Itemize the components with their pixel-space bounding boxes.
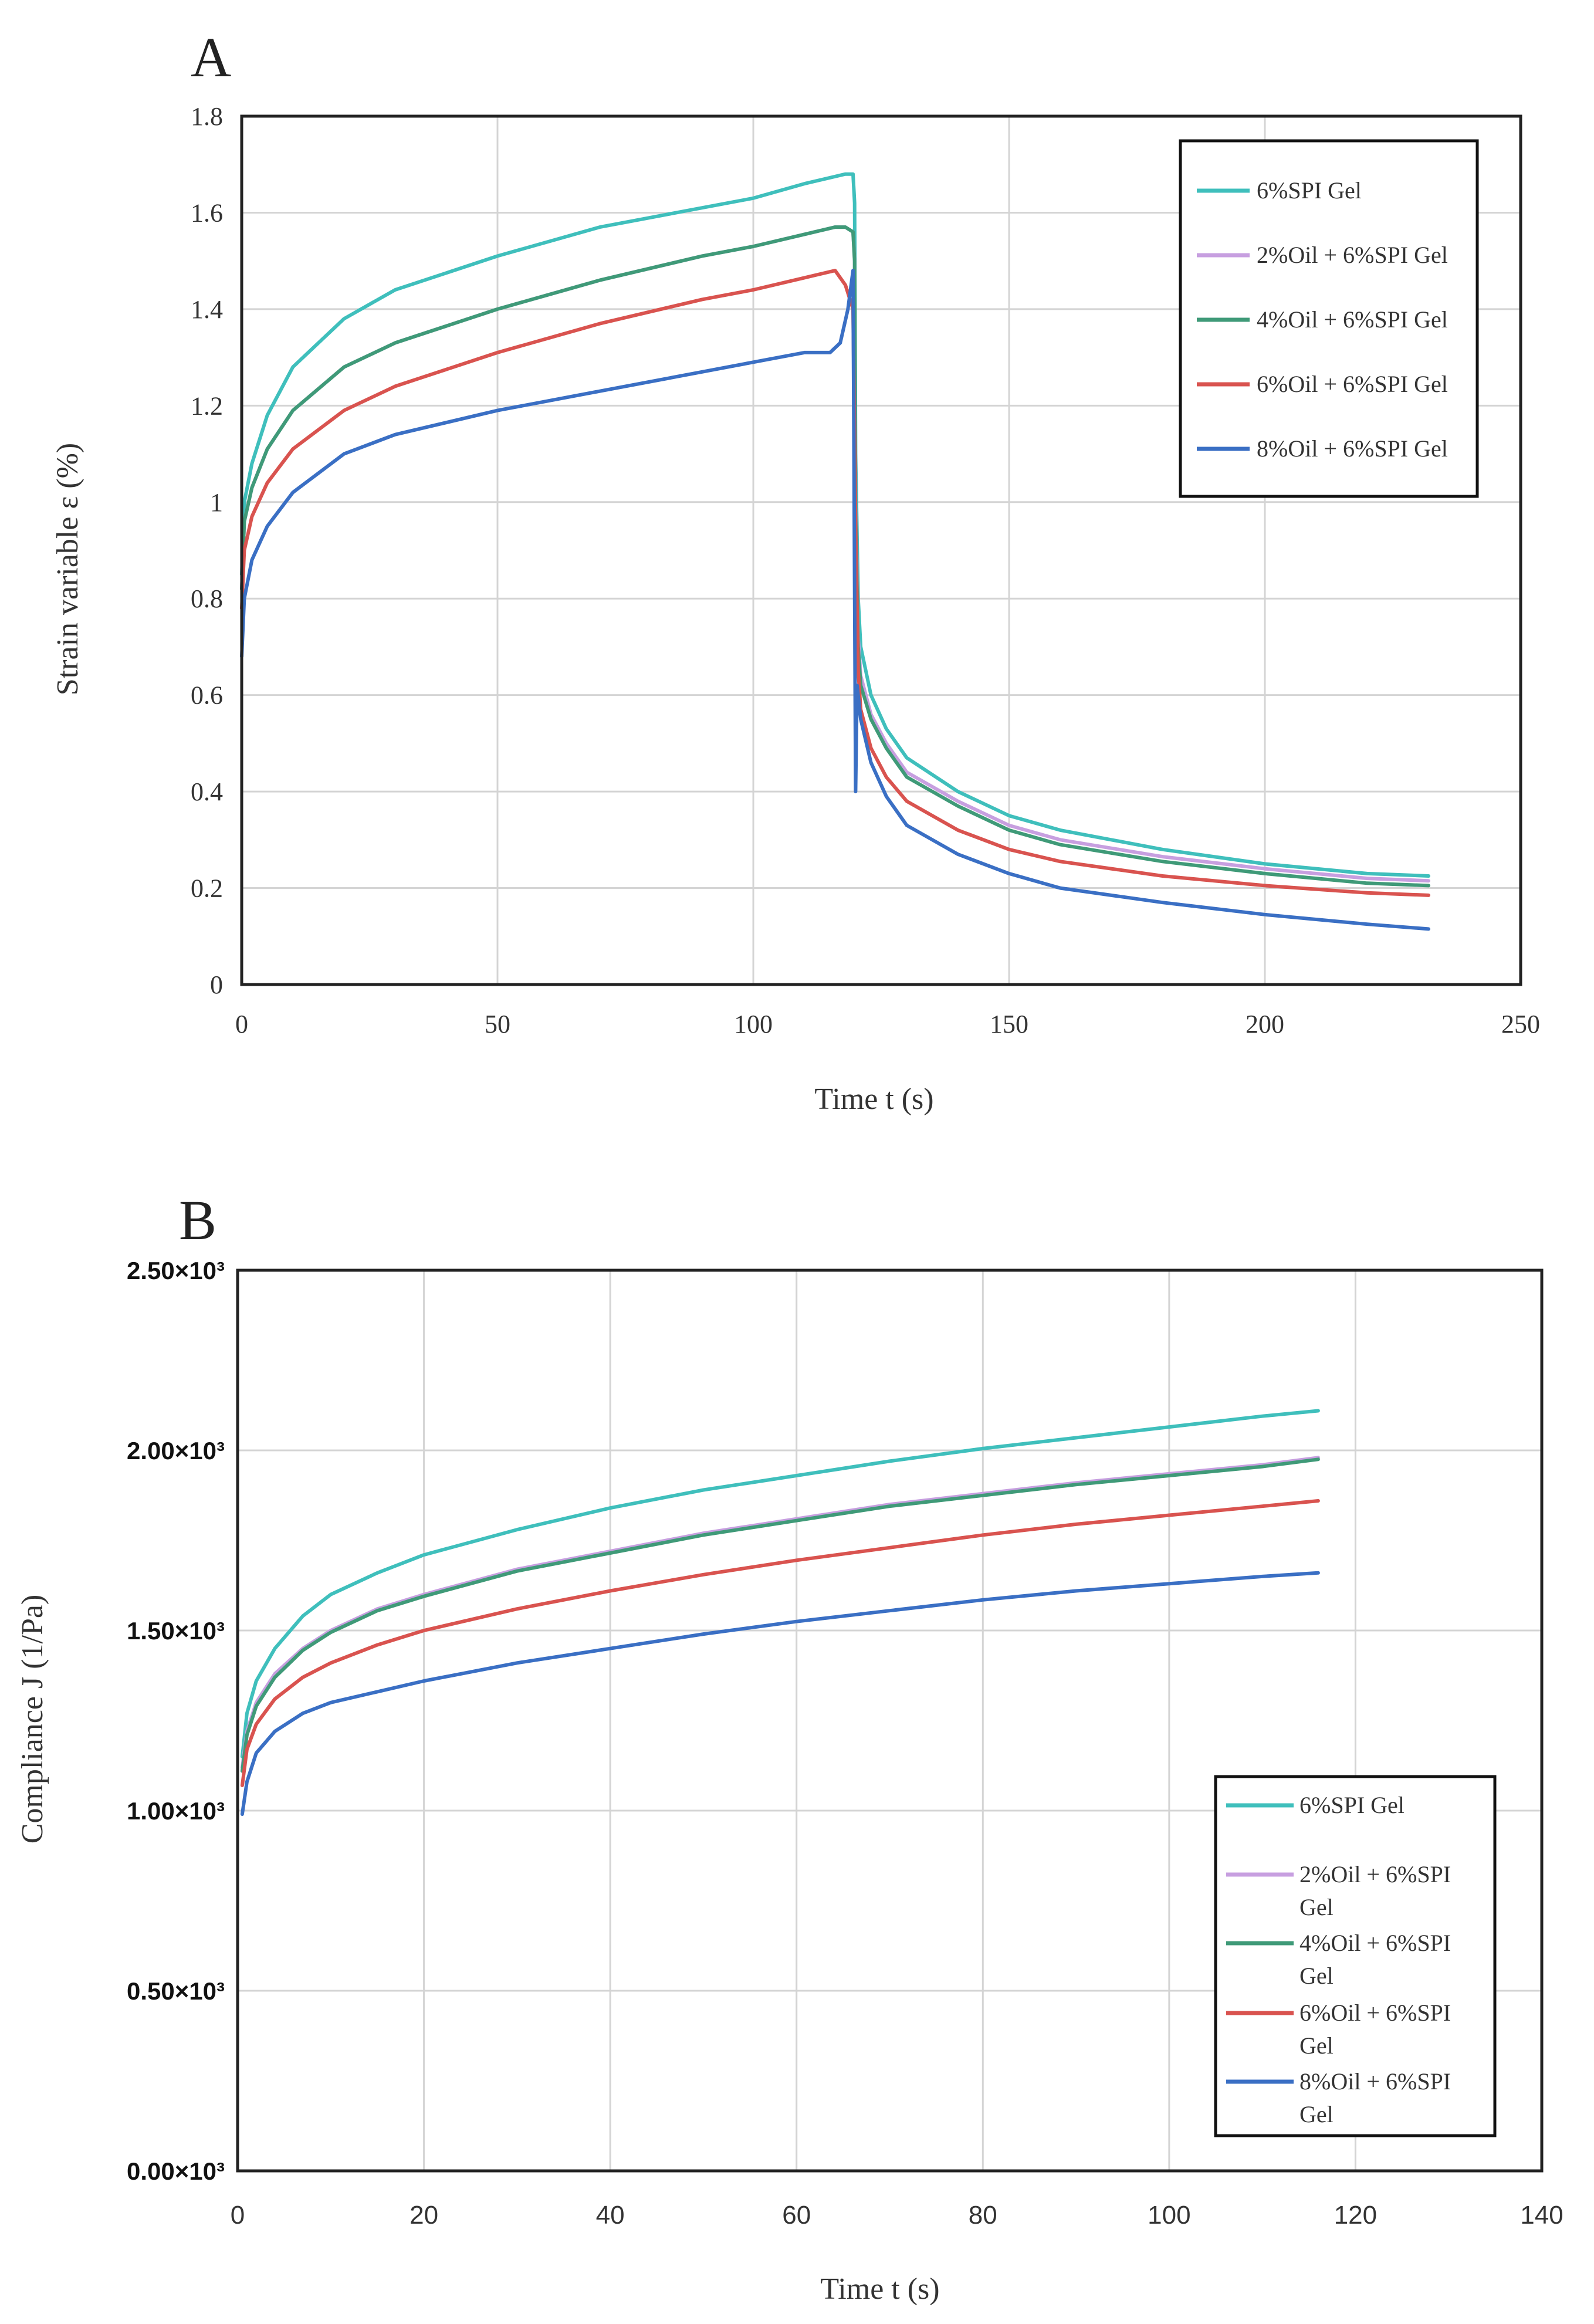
- legend-a-label-2: 2%Oil + 6%SPI Gel: [1257, 242, 1448, 268]
- panel-b-x-axis-title: Time t (s): [820, 2272, 939, 2306]
- panel-a-series: [240, 172, 1430, 931]
- a-y-tick-label: 0: [210, 970, 223, 999]
- b-x-tick-label: 140: [1520, 2201, 1563, 2230]
- panel-b-y-ticks: 0.00×10³ 0.50×10³ 1.00×10³ 1.50×10³ 2.00×10³…: [127, 1257, 225, 2185]
- panel-a-legend: 6%SPI Gel 2%Oil + 6%SPI Gel 4%Oil + 6%SPI …: [1179, 139, 1479, 498]
- a-series-line-1: [240, 172, 1430, 878]
- legend-b-label-3: 4%Oil + 6%SPI: [1299, 1930, 1451, 1956]
- legend-b-label-2: Gel: [1299, 1894, 1334, 1920]
- b-x-tick-label: 40: [596, 2201, 625, 2230]
- a-series-line-3: [240, 225, 1430, 888]
- panel-b-legend-box: [1214, 1775, 1497, 2137]
- a-y-tick-label: 0.2: [191, 874, 223, 903]
- a-x-tick-label: 0: [235, 1010, 248, 1038]
- a-y-tick-label: 0.8: [191, 584, 223, 613]
- panel-a-x-axis-title: Time t (s): [814, 1082, 933, 1116]
- legend-a-label-5: 8%Oil + 6%SPI Gel: [1257, 435, 1448, 462]
- a-series-line-5: [240, 269, 1430, 931]
- b-y-tick-label: 0.50×10³: [127, 1977, 225, 2005]
- b-series-line-1: [240, 1409, 1320, 1758]
- panel-a-y-axis-title: Strain variable ε (%): [51, 443, 84, 695]
- a-x-tick-label: 50: [485, 1010, 510, 1038]
- b-x-tick-label: 20: [410, 2201, 438, 2230]
- b-y-tick-label: 1.50×10³: [127, 1617, 225, 1645]
- a-y-tick-label: 1.2: [191, 391, 223, 420]
- legend-b-label-1: 6%SPI Gel: [1299, 1792, 1405, 1818]
- a-y-tick-label: 0.4: [191, 777, 223, 806]
- a-y-tick-label: 1.8: [191, 102, 223, 131]
- b-y-tick-label: 2.00×10³: [127, 1437, 225, 1464]
- b-series-line-3: [240, 1457, 1320, 1773]
- b-y-tick-label: 0.00×10³: [127, 2157, 225, 2185]
- panel-b-plot-frame: [236, 1268, 1544, 2173]
- panel-b-y-axis-title: Compliance J (1/Pa): [16, 1595, 49, 1844]
- panel-b-series: [240, 1409, 1320, 1816]
- b-y-tick-label: 1.00×10³: [127, 1797, 225, 1825]
- b-series-line-5: [240, 1571, 1320, 1816]
- legend-b-label-2: 2%Oil + 6%SPI: [1299, 1861, 1451, 1887]
- legend-a-label-4: 6%Oil + 6%SPI Gel: [1257, 371, 1448, 397]
- panel-a-y-ticks: 0 0.2 0.4 0.6 0.8 1 1.2 1.4 1.6 1.8: [191, 102, 223, 999]
- b-x-tick-label: 60: [782, 2201, 811, 2230]
- panel-b-legend: 6%SPI Gel 2%Oil + 6%SPI Gel 4%Oil + 6%SPI Ge…: [1214, 1775, 1497, 2137]
- b-series-line-2: [240, 1456, 1320, 1770]
- a-x-tick-label: 200: [1246, 1010, 1284, 1038]
- b-x-tick-label: 100: [1148, 2201, 1190, 2230]
- panel-a-x-ticks: 0 50 100 150 200 250: [235, 1010, 1540, 1038]
- legend-a-label-3: 4%Oil + 6%SPI Gel: [1257, 306, 1448, 333]
- b-y-tick-label: 2.50×10³: [127, 1257, 225, 1284]
- a-y-tick-label: 1.4: [191, 295, 223, 324]
- b-x-tick-label: 80: [969, 2201, 997, 2230]
- b-x-tick-label: 120: [1334, 2201, 1377, 2230]
- panel-b: B 0.00×10³ 0.50×10³ 1.00×10³ 1.50×10³ 2.00×1…: [16, 1189, 1563, 2306]
- panel-a-label: A: [191, 26, 231, 89]
- panel-a: A 0 0.2 0.4 0.6 0.8 1 1.2 1.4 1.6 1.8 0 50 100 150 20…: [51, 26, 1540, 1116]
- b-x-tick-label: 0: [231, 2201, 245, 2230]
- a-x-tick-label: 250: [1501, 1010, 1540, 1038]
- panel-b-label: B: [179, 1189, 216, 1251]
- panel-a-plot-frame: [240, 114, 1522, 986]
- panel-b-x-ticks: 0 20 40 60 80 100 120 140: [231, 2201, 1563, 2230]
- a-x-tick-label: 100: [734, 1010, 773, 1038]
- a-x-tick-label: 150: [990, 1010, 1028, 1038]
- legend-b-label-3: Gel: [1299, 1963, 1334, 1989]
- a-y-tick-label: 0.6: [191, 681, 223, 710]
- legend-a-label-1: 6%SPI Gel: [1257, 177, 1362, 204]
- b-series-line-4: [240, 1499, 1320, 1787]
- a-y-tick-label: 1.6: [191, 198, 223, 227]
- legend-b-label-4: Gel: [1299, 2032, 1334, 2059]
- legend-b-label-5: Gel: [1299, 2101, 1334, 2127]
- legend-b-label-4: 6%Oil + 6%SPI: [1299, 2000, 1451, 2026]
- a-y-tick-label: 1: [210, 488, 223, 517]
- legend-b-label-5: 8%Oil + 6%SPI: [1299, 2068, 1451, 2095]
